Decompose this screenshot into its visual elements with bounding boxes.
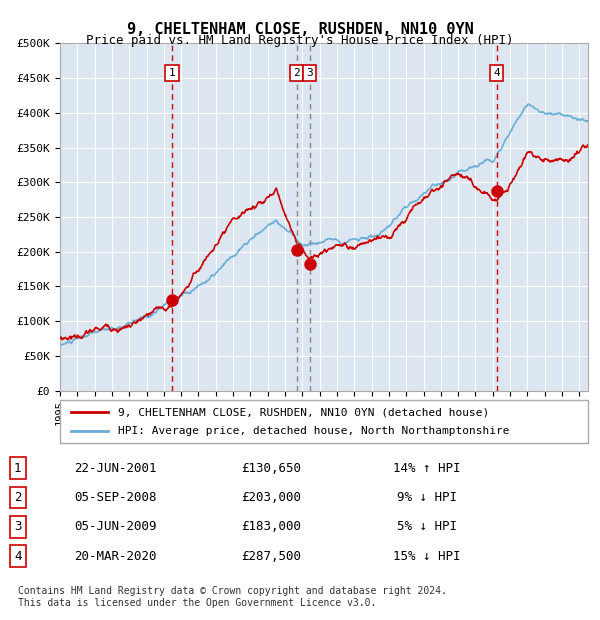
Text: 15% ↓ HPI: 15% ↓ HPI <box>393 550 460 562</box>
Text: 4: 4 <box>493 68 500 78</box>
Text: 05-SEP-2008: 05-SEP-2008 <box>74 491 157 504</box>
Text: 1: 1 <box>14 462 22 475</box>
Text: 9, CHELTENHAM CLOSE, RUSHDEN, NN10 0YN: 9, CHELTENHAM CLOSE, RUSHDEN, NN10 0YN <box>127 22 473 37</box>
Text: 9% ↓ HPI: 9% ↓ HPI <box>397 491 457 504</box>
Text: Contains HM Land Registry data © Crown copyright and database right 2024.
This d: Contains HM Land Registry data © Crown c… <box>18 586 447 608</box>
Text: 4: 4 <box>14 550 22 562</box>
Text: 2: 2 <box>14 491 22 504</box>
Text: £183,000: £183,000 <box>241 520 301 533</box>
Text: £130,650: £130,650 <box>241 462 301 475</box>
Text: £287,500: £287,500 <box>241 550 301 562</box>
Text: 1: 1 <box>169 68 175 78</box>
FancyBboxPatch shape <box>60 400 588 443</box>
Text: 9, CHELTENHAM CLOSE, RUSHDEN, NN10 0YN (detached house): 9, CHELTENHAM CLOSE, RUSHDEN, NN10 0YN (… <box>118 407 490 417</box>
Text: 2: 2 <box>293 68 300 78</box>
Text: 3: 3 <box>14 520 22 533</box>
Text: 14% ↑ HPI: 14% ↑ HPI <box>393 462 460 475</box>
Text: HPI: Average price, detached house, North Northamptonshire: HPI: Average price, detached house, Nort… <box>118 426 509 436</box>
Text: Price paid vs. HM Land Registry's House Price Index (HPI): Price paid vs. HM Land Registry's House … <box>86 34 514 47</box>
Text: 05-JUN-2009: 05-JUN-2009 <box>74 520 157 533</box>
Text: £203,000: £203,000 <box>241 491 301 504</box>
Text: 20-MAR-2020: 20-MAR-2020 <box>74 550 157 562</box>
Text: 5% ↓ HPI: 5% ↓ HPI <box>397 520 457 533</box>
Text: 3: 3 <box>306 68 313 78</box>
Text: 22-JUN-2001: 22-JUN-2001 <box>74 462 157 475</box>
